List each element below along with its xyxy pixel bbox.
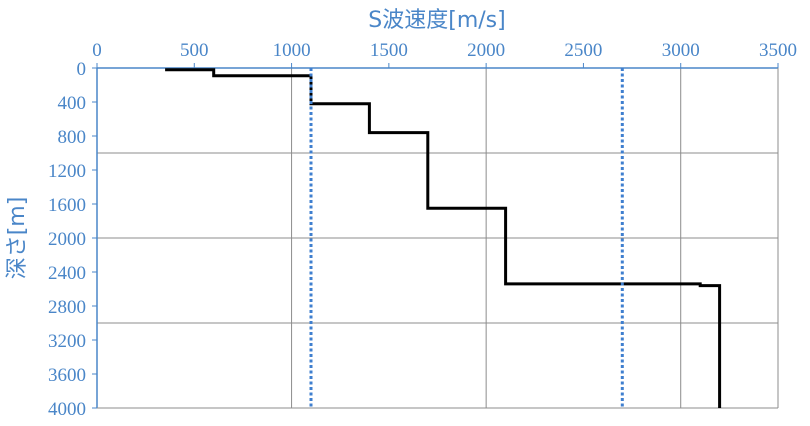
x-tick-label: 3000	[662, 40, 700, 61]
velocity-profile-line	[165, 68, 722, 408]
x-tick-label: 500	[180, 40, 209, 61]
y-tick-label: 1200	[48, 161, 86, 182]
y-tick-label: 1600	[48, 195, 86, 216]
y-tick-label: 2800	[48, 297, 86, 318]
y-tick-label: 0	[77, 59, 87, 80]
x-tick-label: 3500	[759, 40, 797, 61]
x-tick-labels: 0 500 1000 1500 2000 2500 3000 3500	[92, 40, 797, 68]
y-tick-label: 800	[58, 127, 87, 148]
x-axis-title: S波速度[m/s]	[368, 8, 505, 33]
x-tick-label: 2500	[564, 40, 602, 61]
y-tick-label: 3200	[48, 331, 86, 352]
y-tick-label: 400	[58, 93, 87, 114]
series-group	[165, 68, 722, 408]
y-tick-label: 4000	[48, 399, 86, 420]
y-tick-labels: 0 400 800 1200 1600 2000 2400 2800 3200 3600 4000	[48, 59, 97, 420]
y-axis-title: 深さ[m]	[5, 197, 30, 280]
x-tick-label: 1500	[370, 40, 408, 61]
y-tick-label: 2000	[48, 229, 86, 250]
x-tick-label: 2000	[467, 40, 505, 61]
x-tick-label: 1000	[273, 40, 311, 61]
y-tick-label: 2400	[48, 263, 86, 284]
y-tick-label: 3600	[48, 365, 86, 386]
grid	[96, 67, 778, 409]
x-tick-label: 0	[92, 40, 102, 61]
plot-frame	[96, 67, 779, 409]
